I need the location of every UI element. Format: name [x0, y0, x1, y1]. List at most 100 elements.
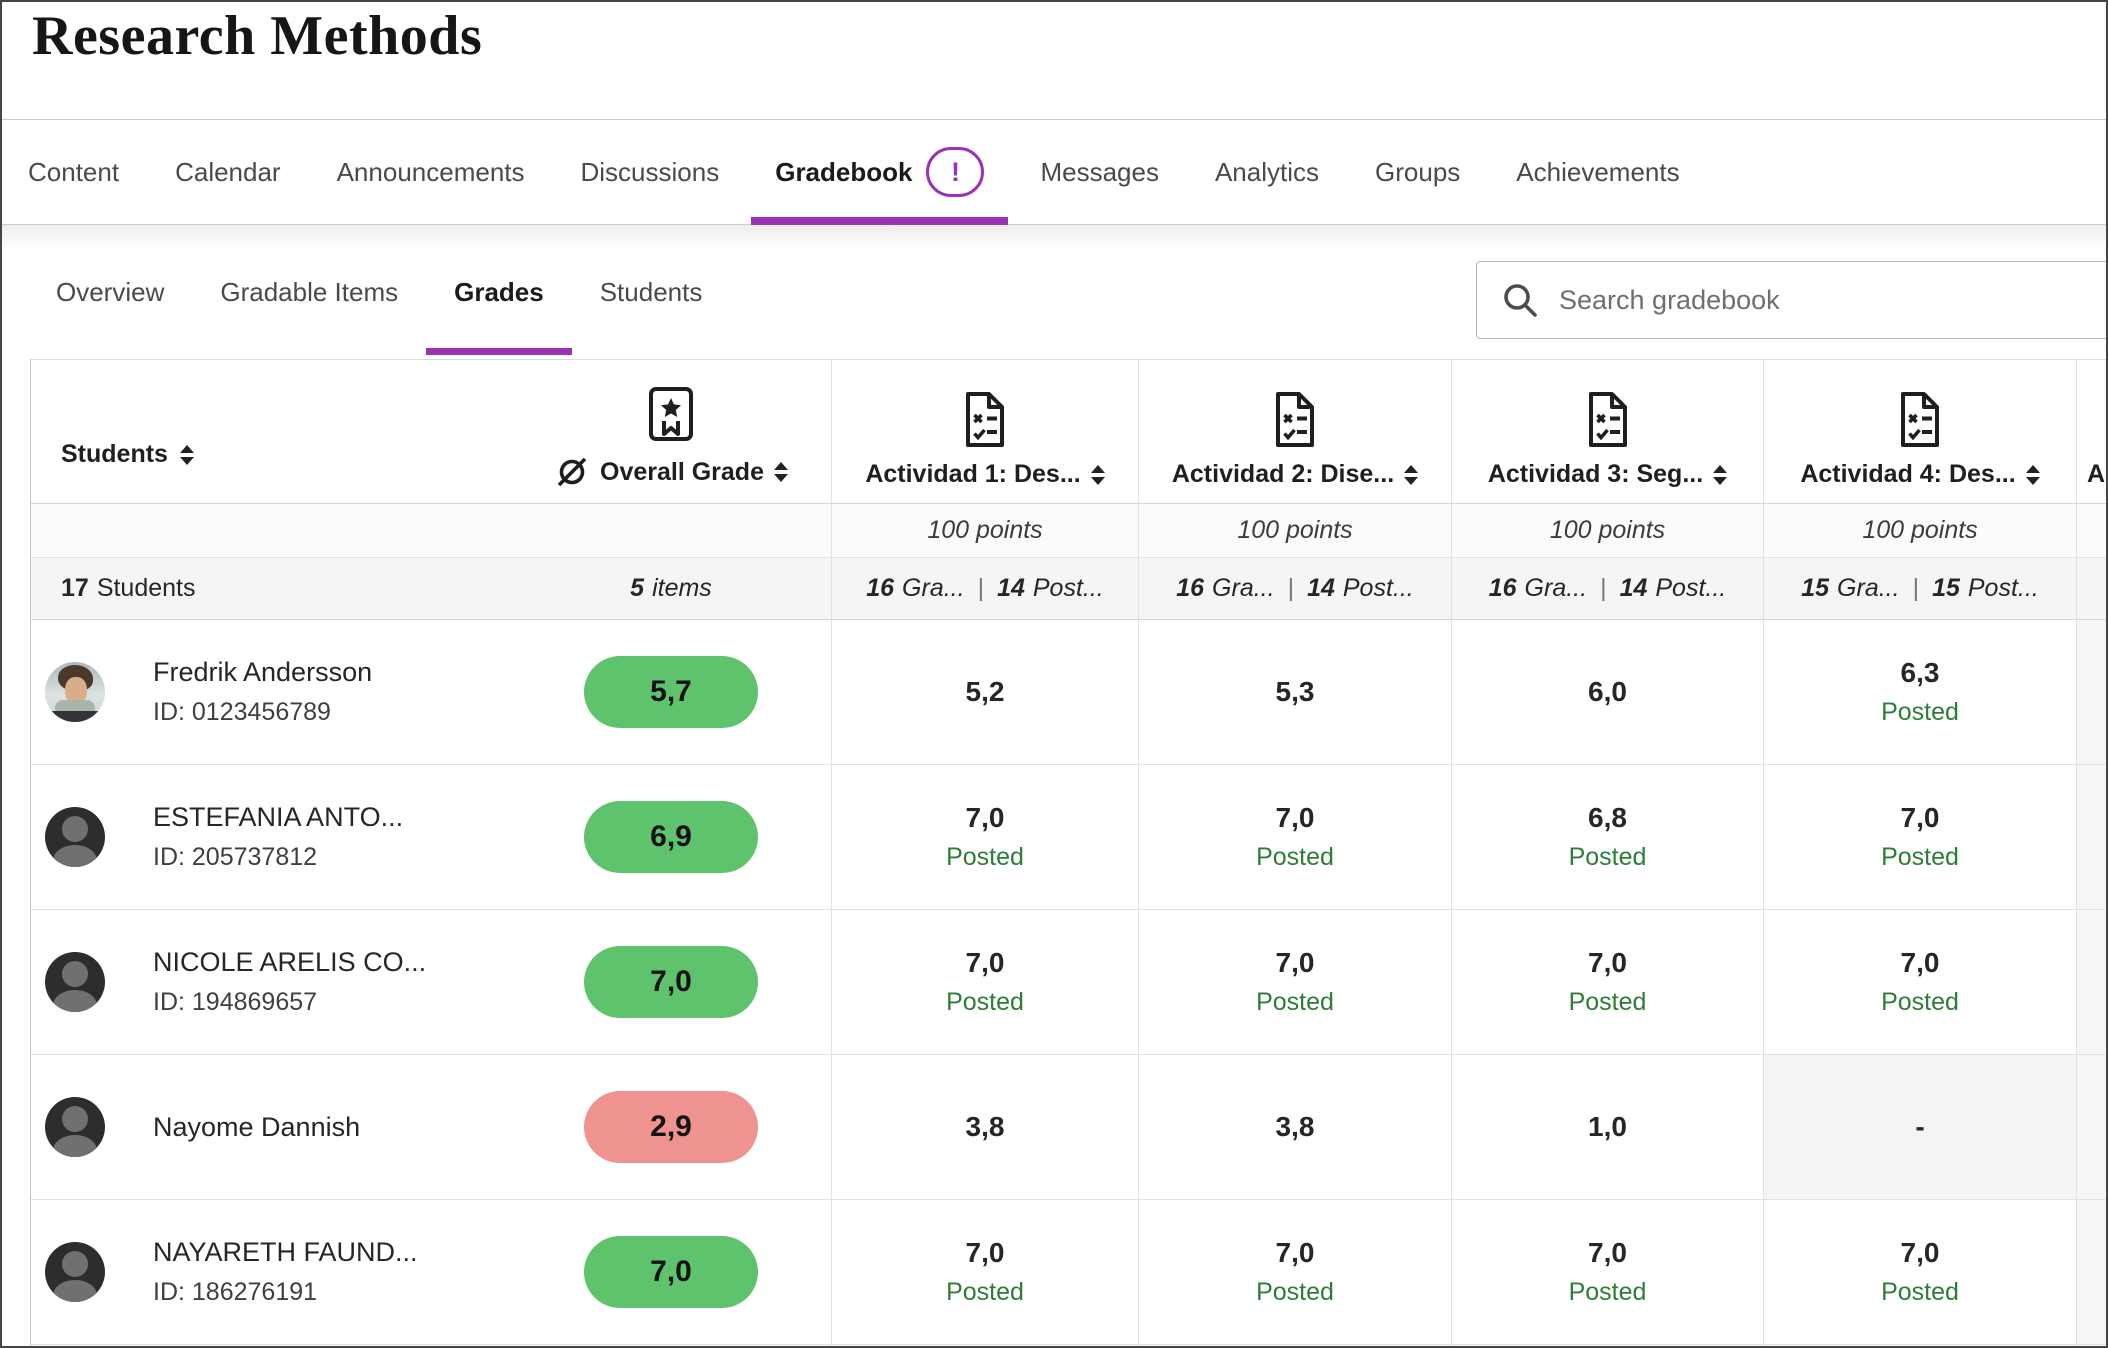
grade-cell[interactable]: 7,0 Posted	[1764, 910, 2077, 1054]
column-header-label: Actividad 4: Des...	[1800, 460, 2016, 488]
students-column-header[interactable]: Students	[61, 440, 194, 469]
student-id: ID: 0123456789	[153, 698, 331, 726]
sort-icon	[1713, 464, 1728, 485]
grade-value: 6,0	[1588, 676, 1627, 707]
column-header[interactable]: Actividad 3: Seg...	[1487, 391, 1728, 489]
tab-announcements[interactable]: Announcements	[313, 120, 549, 224]
grade-cell[interactable]: 3,8	[1139, 1055, 1452, 1199]
column-header-label: A	[2087, 460, 2106, 488]
grade-cell[interactable]: 7,0 Posted	[832, 765, 1139, 909]
search-input[interactable]	[1559, 262, 2106, 338]
grade-cell[interactable]: -	[1764, 1055, 2077, 1199]
tab-label: Gradable Items	[220, 276, 399, 307]
tab-groups[interactable]: Groups	[1351, 120, 1484, 224]
clipped-row	[31, 1345, 2106, 1346]
grade-cell[interactable]: 7,0 Posted	[832, 1200, 1139, 1344]
graded-label: Gra...	[902, 574, 965, 602]
overall-grade-pill: 7,0	[584, 1236, 758, 1308]
grade-value: 7,0	[1588, 947, 1627, 978]
grade-cell[interactable]: 7,0 Posted	[1452, 1200, 1764, 1344]
grade-cell	[832, 1345, 1139, 1346]
course-tab-bar: Content Calendar Announcements Discussions G…	[2, 120, 2106, 225]
grade-value: 7,0	[965, 947, 1005, 978]
student-name: Nayome Dannish	[153, 1111, 361, 1142]
grade-cell[interactable]: 1,0	[1452, 1055, 1764, 1199]
overall-grade-pill: 6,9	[584, 801, 758, 873]
grade-cell[interactable]: 7,0 Posted	[1764, 1200, 2077, 1344]
grade-value: 7,0	[965, 1237, 1005, 1268]
tab-content[interactable]: Content	[4, 120, 143, 224]
student-cell[interactable]: Nayome Dannish 2,9	[31, 1055, 832, 1199]
search-box[interactable]	[1476, 261, 2106, 339]
student-row: Fredrik Andersson ID: 0123456789 5,7 5,2 5,3…	[31, 620, 2106, 765]
gradable-item-icon	[1901, 392, 1940, 447]
stats-row: 17 Students 5 items 16 Gra... | 14 Post... 16 Gra.…	[31, 558, 2106, 620]
points-row-spacer	[31, 504, 832, 557]
grade-cell[interactable]: 7,0 Posted	[1139, 1200, 1452, 1344]
column-header-cell: Actividad 4: Des...	[1764, 360, 2077, 503]
gradebook-tab-gradable-items[interactable]: Gradable Items	[192, 225, 426, 359]
grade-cell[interactable]: 3,8	[832, 1055, 1139, 1199]
student-id: ID: 194869657	[153, 988, 318, 1016]
grade-value: 3,8	[965, 1111, 1005, 1142]
grade-cell-partial	[2077, 910, 2106, 1054]
grade-cell[interactable]: 7,0 Posted	[1139, 910, 1452, 1054]
page-title: Research Methods	[32, 5, 483, 67]
grade-cell[interactable]: 7,0 Posted	[1139, 765, 1452, 909]
student-id: ID: 186276191	[153, 1278, 318, 1306]
gradebook-tab-grades[interactable]: Grades	[426, 225, 572, 359]
tab-analytics[interactable]: Analytics	[1191, 120, 1343, 224]
column-header-label: Actividad 1: Des...	[865, 460, 1081, 488]
tab-calendar[interactable]: Calendar	[151, 120, 305, 224]
posted-status: Posted	[1256, 1278, 1334, 1306]
items-count: 5	[630, 574, 645, 602]
posted-count-label: Post...	[1342, 574, 1414, 602]
student-cell[interactable]: Fredrik Andersson ID: 0123456789 5,7	[31, 620, 832, 764]
tab-label: Analytics	[1214, 156, 1320, 187]
student-cell[interactable]: ESTEFANIA ANTO... ID: 205737812 6,9	[31, 765, 832, 909]
overall-grade-header-label: Overall Grade	[600, 457, 764, 486]
sort-icon	[179, 444, 194, 465]
grade-cell[interactable]: 5,2	[832, 620, 1139, 764]
column-header[interactable]: Actividad 2: Dise...	[1172, 391, 1419, 489]
overall-grade-pill: 5,7	[584, 656, 758, 728]
grade-cell[interactable]: 6,3 Posted	[1764, 620, 2077, 764]
grade-cell-partial	[2077, 1055, 2106, 1199]
posted-status: Posted	[946, 1278, 1024, 1306]
overall-grade-column-header[interactable]: Overall Grade	[554, 385, 788, 489]
grade-cell[interactable]: 6,0	[1452, 620, 1764, 764]
grade-cell[interactable]: 5,3	[1139, 620, 1452, 764]
student-cell[interactable]: NAYARETH FAUND... ID: 186276191 7,0	[31, 1200, 832, 1344]
column-stats-cell: 16 Gra... | 14 Post...	[832, 558, 1139, 619]
student-id: ID: 205737812	[153, 843, 318, 871]
gradebook-subnav: Overview Gradable Items Grades Students	[2, 225, 2106, 359]
tab-achievements[interactable]: Achievements	[1492, 120, 1703, 224]
alert-badge-icon: !	[926, 147, 985, 197]
points-cell-partial	[2077, 504, 2106, 557]
posted-count: 15	[1932, 574, 1960, 602]
tab-messages[interactable]: Messages	[1016, 120, 1183, 224]
grade-cell[interactable]: 7,0 Posted	[1764, 765, 2077, 909]
column-header-cell-partial: A	[2077, 360, 2106, 503]
graded-count: 16	[866, 574, 895, 602]
student-default-avatar	[45, 1242, 105, 1302]
gradebook-tab-bar: Overview Gradable Items Grades Students	[28, 225, 730, 359]
grade-cell[interactable]: 6,8 Posted	[1452, 765, 1764, 909]
sort-icon	[2025, 464, 2040, 485]
student-cell[interactable]: NICOLE ARELIS CO... ID: 194869657 7,0	[31, 910, 832, 1054]
gradebook-tab-students[interactable]: Students	[572, 225, 731, 359]
column-header[interactable]: Actividad 4: Des...	[1800, 391, 2040, 489]
gradable-item-icon	[966, 392, 1005, 447]
column-header-label: Actividad 3: Seg...	[1487, 460, 1704, 488]
tab-gradebook[interactable]: Gradebook!	[751, 120, 1009, 225]
posted-count: 14	[997, 574, 1025, 602]
grade-cell[interactable]: 7,0 Posted	[832, 910, 1139, 1054]
tab-discussions[interactable]: Discussions	[557, 120, 744, 224]
column-header[interactable]: Actividad 1: Des...	[865, 391, 1105, 489]
posted-count: 14	[1307, 574, 1335, 602]
grade-cell[interactable]: 7,0 Posted	[1452, 910, 1764, 1054]
graded-label: Gra...	[1212, 574, 1275, 602]
gradebook-tab-overview[interactable]: Overview	[28, 225, 192, 359]
student-row: Nayome Dannish 2,9 3,8 3,8 1,0 -	[31, 1055, 2106, 1200]
